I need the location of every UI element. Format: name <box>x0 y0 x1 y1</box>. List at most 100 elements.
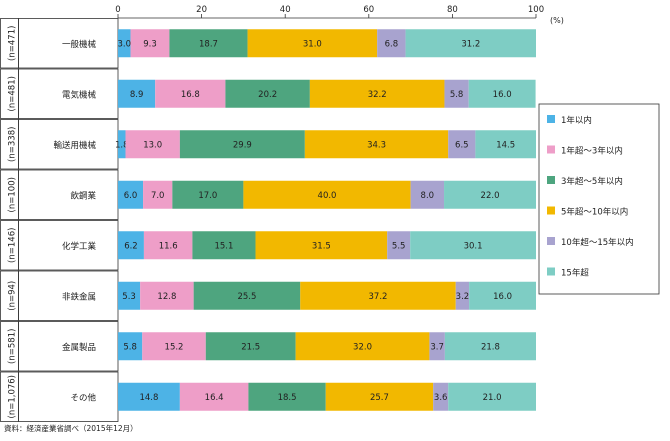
category-box <box>18 169 119 220</box>
data-label: 15.1 <box>214 241 233 251</box>
data-label: 5.8 <box>450 90 464 100</box>
data-label: 3.6 <box>434 393 448 403</box>
bar-segment <box>143 180 173 209</box>
bar-segment <box>118 79 156 108</box>
x-tick-label: 20 <box>196 5 207 15</box>
bar-segment <box>309 79 445 108</box>
bar-segment <box>410 180 445 209</box>
legend-label: 1年超～3年以内 <box>561 146 623 157</box>
bar-segment <box>295 332 430 361</box>
data-label: 6.8 <box>385 39 399 49</box>
data-label: 16.8 <box>181 90 200 100</box>
data-label: 16.0 <box>493 292 512 302</box>
data-label: 21.0 <box>483 393 502 403</box>
bar-segment <box>410 231 536 260</box>
data-label: 31.0 <box>303 39 322 49</box>
bar-segment <box>469 281 536 310</box>
category-box <box>18 371 119 422</box>
category-label: 一般機械 <box>62 39 97 50</box>
sample-size-label: (n=94) <box>8 281 18 311</box>
category-label: 飲鋼業 <box>70 190 96 201</box>
data-label: 7.0 <box>151 191 165 201</box>
sample-size-label: (n=481) <box>8 76 18 111</box>
bar-segment <box>118 130 126 159</box>
source-note: 資料：経済産業省調べ（2015年12月） <box>4 424 138 433</box>
legend-label: 5年超～10年以内 <box>561 207 628 218</box>
data-label: 31.2 <box>461 39 480 49</box>
data-label: 30.1 <box>464 241 483 251</box>
data-label: 6.0 <box>124 191 138 201</box>
data-label: 40.0 <box>318 191 337 201</box>
bar-segment <box>155 79 226 108</box>
bar-segment <box>475 130 536 159</box>
data-label: 8.0 <box>421 191 435 201</box>
data-label: 8.9 <box>130 90 144 100</box>
data-label: 22.0 <box>481 191 500 201</box>
bar-segment <box>444 332 536 361</box>
bar-segment <box>192 231 256 260</box>
data-label: 18.5 <box>278 393 297 403</box>
data-label: 6.2 <box>124 241 138 251</box>
bar-segment <box>444 79 469 108</box>
data-label: 9.3 <box>143 39 157 49</box>
legend-label: 3年超～5年以内 <box>561 176 623 187</box>
bar-segment <box>455 281 470 310</box>
data-label: 34.3 <box>367 140 386 150</box>
bar-segment <box>433 382 449 411</box>
data-label: 25.7 <box>370 393 389 403</box>
sample-size-label: (n=338) <box>8 127 18 162</box>
category-label: 非鉄金属 <box>62 291 96 302</box>
data-label: 3.7 <box>430 342 444 352</box>
legend-swatch <box>547 145 555 154</box>
bar-segment <box>169 29 248 58</box>
x-tick-label: 40 <box>280 5 291 15</box>
bar-segment <box>172 180 244 209</box>
bar-segment <box>125 130 180 159</box>
sample-size-label: (n=100) <box>8 177 18 212</box>
data-label: 18.7 <box>199 39 218 49</box>
data-label: 29.9 <box>233 140 252 150</box>
data-label: 12.8 <box>157 292 176 302</box>
data-label: 21.8 <box>481 342 500 352</box>
bar-segment <box>444 180 536 209</box>
data-label: 21.5 <box>241 342 260 352</box>
data-label: 1.8 <box>115 140 129 150</box>
bar-segment <box>448 130 476 159</box>
data-label: 14.8 <box>139 393 158 403</box>
data-label: 17.0 <box>198 191 217 201</box>
bar-segment <box>255 231 388 260</box>
bar-segment <box>468 79 536 108</box>
bar-segment <box>248 382 326 411</box>
bar-segment <box>118 180 144 209</box>
category-label: 金属製品 <box>62 342 96 353</box>
bar-segment <box>142 332 206 361</box>
bar-segment <box>205 332 296 361</box>
data-label: 32.0 <box>353 342 372 352</box>
sample-size-label: (n=146) <box>8 228 18 263</box>
data-label: 3.2 <box>456 292 470 302</box>
x-tick-label: 0 <box>115 5 120 15</box>
data-label: 6.5 <box>455 140 469 150</box>
bar-segment <box>193 281 301 310</box>
data-label: 16.4 <box>205 393 224 403</box>
bar-segment <box>118 231 144 260</box>
data-label: 5.8 <box>123 342 137 352</box>
x-tick-label: 60 <box>363 5 374 15</box>
bar-segment <box>243 180 411 209</box>
data-label: 15.2 <box>165 342 184 352</box>
bar-segment <box>387 231 411 260</box>
bar-segment <box>118 382 180 411</box>
sample-size-label: (n=581) <box>8 329 18 364</box>
x-tick-label: 100 <box>528 5 544 15</box>
legend-swatch <box>547 206 555 215</box>
bar-segment <box>300 281 456 310</box>
legend-label: 15年超 <box>561 268 589 279</box>
data-label: 3.0 <box>118 39 132 49</box>
data-label: 13.0 <box>143 140 162 150</box>
data-label: 32.2 <box>368 90 387 100</box>
data-label: 31.5 <box>312 241 331 251</box>
bar-segment <box>325 382 434 411</box>
bar-segment <box>140 281 194 310</box>
data-label: 37.2 <box>369 292 388 302</box>
